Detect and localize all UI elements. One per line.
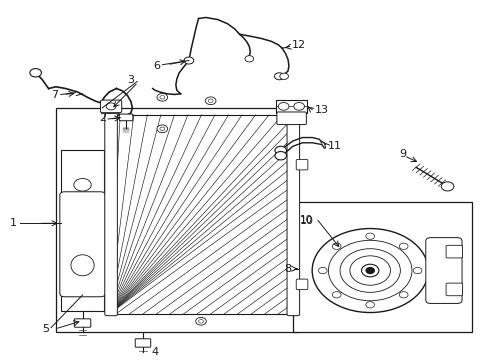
Circle shape bbox=[205, 97, 216, 105]
Text: 2: 2 bbox=[99, 113, 105, 123]
Circle shape bbox=[318, 267, 326, 274]
Circle shape bbox=[160, 95, 164, 99]
FancyBboxPatch shape bbox=[296, 159, 307, 170]
Circle shape bbox=[366, 267, 373, 274]
FancyBboxPatch shape bbox=[445, 283, 462, 296]
FancyBboxPatch shape bbox=[119, 114, 133, 121]
Circle shape bbox=[183, 57, 193, 64]
Circle shape bbox=[311, 229, 427, 312]
Text: 12: 12 bbox=[291, 40, 305, 50]
Text: 1: 1 bbox=[10, 218, 17, 228]
Circle shape bbox=[440, 182, 453, 191]
FancyBboxPatch shape bbox=[275, 100, 307, 113]
FancyBboxPatch shape bbox=[445, 245, 462, 258]
Bar bbox=[109, 115, 295, 314]
Text: 11: 11 bbox=[327, 141, 342, 151]
Text: 10: 10 bbox=[300, 216, 313, 226]
Text: 5: 5 bbox=[41, 324, 49, 334]
Circle shape bbox=[279, 73, 288, 80]
Circle shape bbox=[349, 256, 390, 285]
Text: 8: 8 bbox=[284, 264, 291, 274]
Circle shape bbox=[274, 152, 286, 160]
FancyBboxPatch shape bbox=[60, 192, 105, 297]
Text: 13: 13 bbox=[314, 105, 328, 115]
Circle shape bbox=[157, 125, 167, 132]
Circle shape bbox=[30, 68, 41, 77]
Circle shape bbox=[293, 103, 304, 110]
Circle shape bbox=[74, 179, 91, 191]
Text: 6: 6 bbox=[153, 61, 160, 71]
FancyBboxPatch shape bbox=[425, 238, 461, 303]
Circle shape bbox=[365, 302, 374, 308]
Text: 10: 10 bbox=[300, 215, 313, 225]
Text: 7: 7 bbox=[51, 90, 58, 100]
FancyBboxPatch shape bbox=[135, 339, 150, 347]
Bar bbox=[109, 115, 295, 314]
FancyBboxPatch shape bbox=[276, 112, 306, 125]
FancyBboxPatch shape bbox=[296, 279, 307, 289]
Circle shape bbox=[198, 320, 203, 323]
FancyBboxPatch shape bbox=[104, 113, 117, 316]
Circle shape bbox=[339, 249, 400, 292]
Circle shape bbox=[412, 267, 421, 274]
Circle shape bbox=[399, 292, 407, 298]
Text: 4: 4 bbox=[151, 347, 159, 357]
Circle shape bbox=[332, 243, 340, 249]
Ellipse shape bbox=[71, 255, 94, 276]
FancyBboxPatch shape bbox=[100, 100, 122, 113]
Circle shape bbox=[208, 99, 213, 103]
Bar bbox=[292, 202, 471, 332]
Circle shape bbox=[365, 233, 374, 239]
Circle shape bbox=[274, 146, 286, 155]
Circle shape bbox=[106, 103, 116, 110]
FancyBboxPatch shape bbox=[286, 113, 299, 316]
FancyBboxPatch shape bbox=[74, 319, 91, 327]
Circle shape bbox=[361, 264, 378, 277]
Bar bbox=[56, 108, 297, 332]
Circle shape bbox=[244, 56, 253, 62]
Circle shape bbox=[157, 94, 167, 101]
Circle shape bbox=[399, 243, 407, 249]
Circle shape bbox=[274, 73, 284, 80]
Text: 9: 9 bbox=[398, 149, 406, 159]
Bar bbox=[61, 150, 104, 311]
Circle shape bbox=[278, 103, 288, 110]
Circle shape bbox=[160, 127, 164, 131]
Circle shape bbox=[332, 292, 340, 298]
Circle shape bbox=[328, 240, 411, 301]
Text: 3: 3 bbox=[127, 76, 134, 85]
Circle shape bbox=[195, 318, 206, 325]
